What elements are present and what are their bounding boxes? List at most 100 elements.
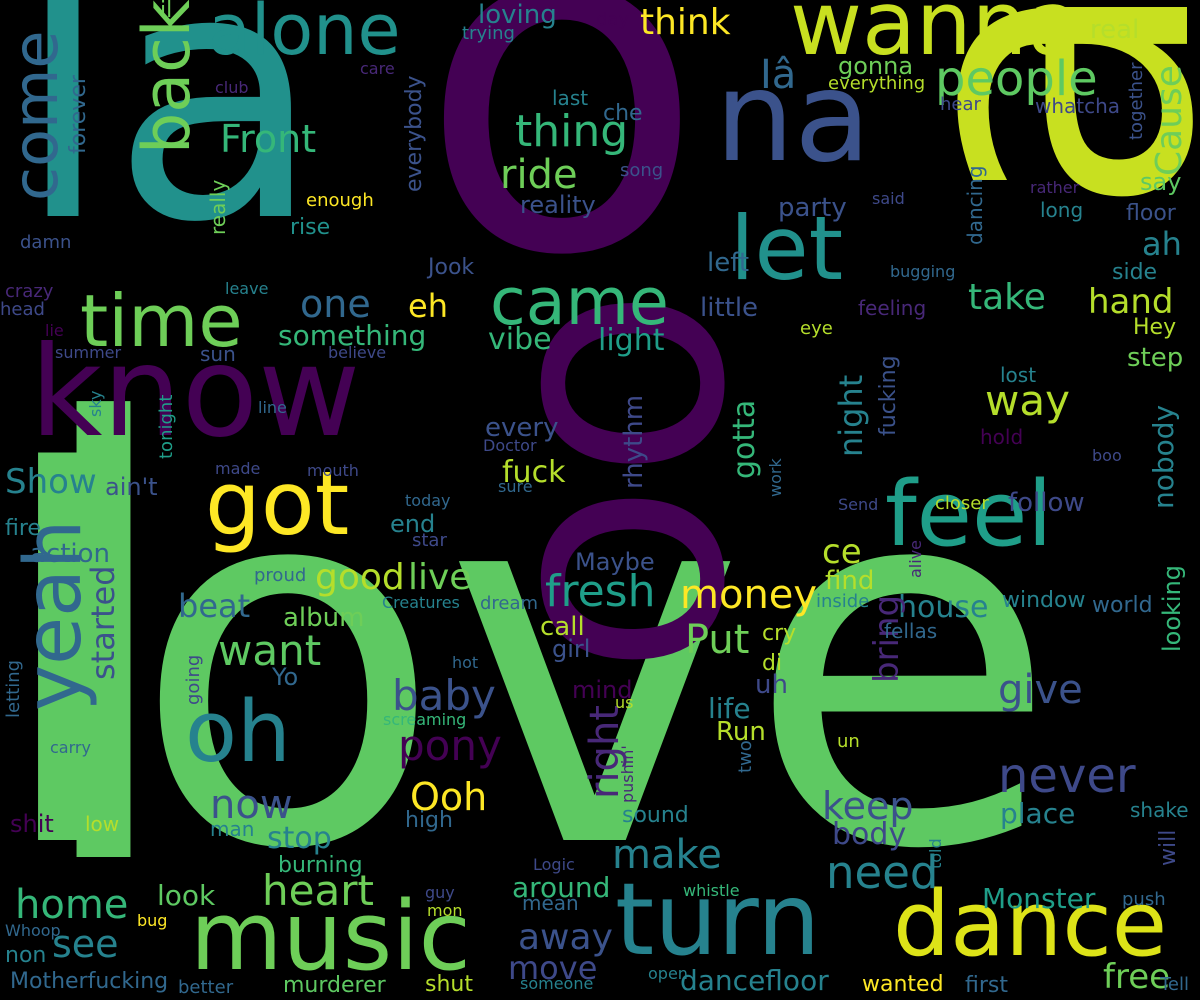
word-bug-200: bug: [137, 911, 168, 930]
word-fuck-60: fuck: [502, 455, 566, 490]
word-dancefloor-125: dancefloor: [680, 964, 829, 997]
word-creatures-170: Creatures: [382, 593, 460, 612]
word-world-75: world: [1092, 593, 1153, 618]
word-said-184: said: [872, 189, 905, 208]
word-eye-180: eye: [800, 318, 833, 339]
word-mon-199: mon: [427, 901, 463, 920]
word-reality-35: reality: [520, 191, 596, 219]
word-money-71: money: [680, 572, 818, 618]
word-really-49: really: [206, 179, 230, 235]
word-last-144: last: [552, 86, 589, 110]
word-action-77: action: [30, 539, 111, 569]
word-look-118: look: [157, 879, 216, 912]
word-shit-107: shit: [10, 810, 54, 838]
word-send-175: Send: [838, 495, 879, 514]
word-rise-151: rise: [290, 215, 331, 240]
word-gonna-31: gonna: [838, 52, 914, 80]
word-closer-176: closer: [935, 493, 989, 514]
word-party-34: party: [778, 193, 847, 223]
word-hear-146: hear: [940, 94, 981, 115]
word-eh-39: eh: [408, 287, 448, 325]
word-push-134: push: [1122, 889, 1166, 910]
word-oh-18: oh: [185, 683, 291, 782]
word-take-40: take: [968, 277, 1046, 318]
word-made-163: made: [215, 459, 261, 478]
word-dance-21: dance: [893, 872, 1168, 977]
word-move-122: move: [508, 949, 598, 987]
word-show-58: Show: [5, 462, 97, 502]
word-sky-160: sky: [86, 390, 105, 418]
word-life-98: life: [708, 692, 751, 725]
word-follow-65: follow: [1008, 488, 1085, 518]
word-shake-113: shake: [1130, 798, 1189, 822]
word-il-138: il: [160, 0, 173, 23]
word-keep-102: keep: [822, 784, 914, 828]
word-hot-189: hot: [452, 653, 479, 672]
word-today-167: today: [405, 491, 451, 510]
word-real-33: real: [1090, 15, 1140, 45]
word-l-5: l: [20, 300, 187, 999]
word-us-190: us: [615, 693, 634, 712]
word-club-142: club: [215, 78, 249, 97]
word-every-61: every: [485, 413, 559, 443]
word-told-194: told: [926, 838, 945, 869]
word-hand-41: hand: [1088, 282, 1174, 322]
word-live-69: live: [408, 557, 472, 598]
word-high-110: high: [405, 808, 453, 833]
word-love-0: love: [0, 368, 1060, 961]
word-rhythm-62: rhythm: [619, 394, 649, 489]
word-call-84: call: [540, 612, 585, 642]
word-beat-79: beat: [178, 587, 251, 625]
word-mind-96: mind: [572, 676, 633, 704]
word-free-124: free: [1103, 957, 1171, 997]
word-something-45: something: [278, 319, 427, 352]
word-little-44: little: [700, 293, 759, 323]
word-think-23: think: [640, 2, 731, 43]
word-window-74: window: [1002, 588, 1086, 613]
word-long-52: long: [1040, 198, 1084, 222]
word-care-141: care: [360, 59, 395, 78]
word-let-13: let: [730, 197, 844, 300]
word-mouth-164: mouth: [307, 461, 359, 480]
word-ah-37: ah: [1142, 225, 1182, 263]
word-going-187: going: [183, 654, 204, 705]
word-believe-158: believe: [328, 343, 387, 362]
word-cause-25: Cause: [1149, 65, 1190, 176]
word-body-112: body: [832, 817, 907, 852]
word-murderer-126: murderer: [283, 973, 386, 998]
word-never-101: never: [998, 748, 1136, 804]
word-wanted-128: wanted: [862, 972, 944, 997]
word-la-1: la: [15, 0, 323, 298]
word-shut-127: shut: [425, 972, 473, 997]
word-proud-169: proud: [254, 565, 307, 586]
word-heart-114: heart: [262, 866, 374, 915]
word-alone-9: alone: [208, 0, 401, 71]
word-home-117: home: [15, 882, 129, 928]
word-gotta-63: gotta: [727, 399, 762, 479]
word-sound-111: sound: [622, 803, 689, 828]
word-ride-27: ride: [500, 152, 578, 198]
word-un-193: un: [837, 731, 860, 752]
word-hey-54: Hey: [1133, 315, 1177, 340]
word-fellas-91: fellas: [884, 619, 938, 643]
word-together-148: together: [1126, 62, 1147, 140]
word-lie-156: lie: [45, 321, 64, 340]
word-first-129: first: [965, 973, 1008, 998]
word-work-174: work: [766, 458, 785, 497]
word-see-119: see: [52, 922, 119, 966]
word-pushin-191: pushin': [618, 745, 637, 803]
word-thing-26: thing: [515, 106, 629, 157]
word-now-103: now: [210, 782, 293, 828]
word-everything-143: everything: [828, 73, 926, 94]
word-open-136: open: [648, 964, 688, 983]
word-album-80: album: [283, 603, 365, 633]
word-maybe-76: Maybe: [575, 548, 655, 576]
word-time-12: time: [80, 279, 243, 363]
word-turn-20: turn: [615, 861, 821, 978]
word-whatcha-147: whatcha: [1035, 94, 1121, 118]
word-give-92: give: [998, 667, 1083, 713]
word-head-154: head: [0, 299, 45, 320]
word-forever-29: forever: [66, 75, 91, 154]
word-rather-183: rather: [1030, 178, 1080, 197]
